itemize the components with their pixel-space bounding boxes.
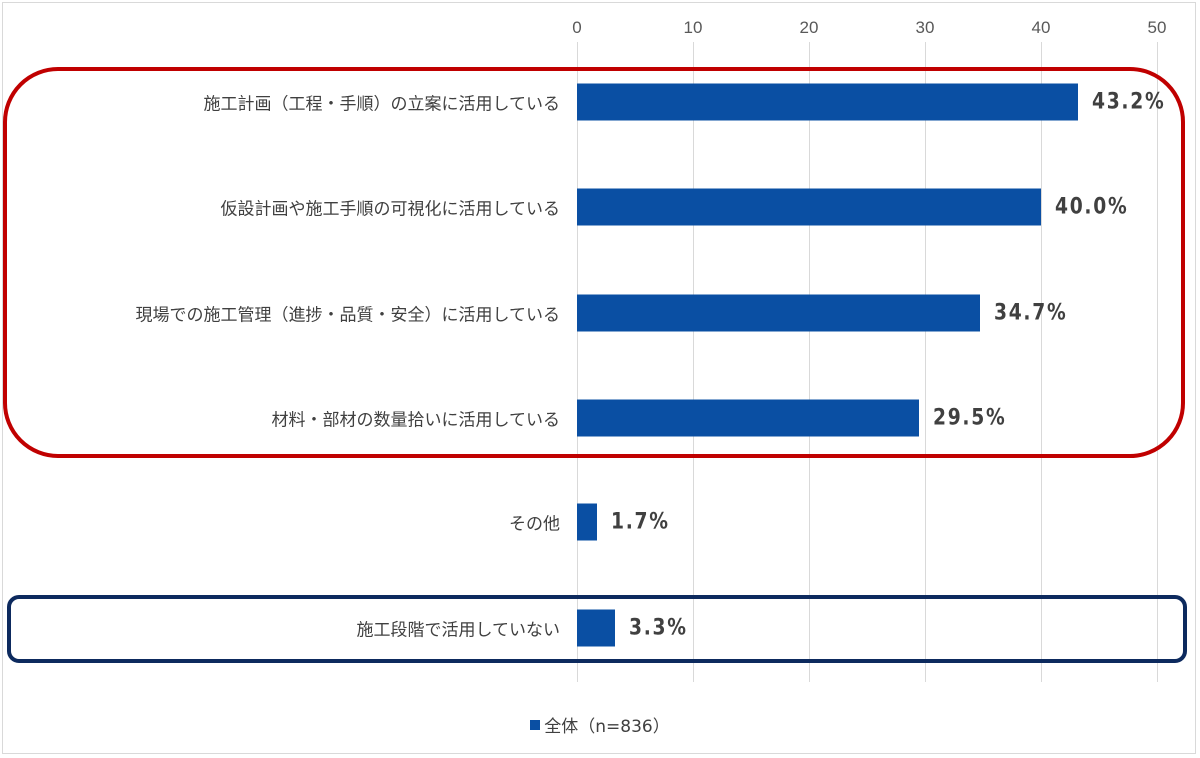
legend-label: 全体（n=836）: [544, 717, 670, 737]
x-tick-label: 0: [572, 18, 582, 37]
category-label: 現場での施工管理（進捗・品質・安全）に活用している: [135, 305, 561, 326]
gridline: [1041, 42, 1042, 682]
highlight-box-not-used: [7, 595, 1187, 663]
x-tick-label: 10: [683, 18, 703, 37]
gridline: [809, 42, 810, 682]
bar: [577, 503, 597, 541]
gridline: [577, 42, 578, 682]
legend-swatch-icon: [530, 720, 541, 730]
legend: 全体（n=836）: [0, 712, 1200, 737]
gridline: [693, 42, 694, 682]
x-tick-label: 40: [1031, 18, 1051, 37]
data-label: 29.5%: [933, 405, 1007, 431]
highlight-box-used: [3, 67, 1185, 458]
data-label: 3.3%: [629, 615, 688, 641]
x-tick-label: 30: [915, 18, 935, 37]
bar: [577, 294, 980, 332]
category-label: 施工段階で活用していない: [356, 620, 561, 641]
data-label: 1.7%: [610, 509, 670, 535]
bar: [577, 609, 616, 647]
bar: [577, 188, 1041, 226]
category-label: 施工計画（工程・手順）の立案に活用している: [203, 94, 561, 115]
category-label: 材料・部材の数量拾いに活用している: [271, 410, 561, 431]
category-label: その他: [509, 514, 560, 535]
gridline: [925, 42, 926, 682]
data-label: 34.7%: [993, 300, 1067, 326]
x-tick-label: 50: [1147, 18, 1167, 37]
x-tick-label: 20: [799, 18, 819, 37]
gridline: [1157, 42, 1158, 682]
data-label: 40.0%: [1055, 194, 1129, 220]
bar: [577, 83, 1079, 121]
category-label: 仮設計画や施工手順の可視化に活用している: [220, 199, 561, 220]
bar: [577, 399, 920, 437]
